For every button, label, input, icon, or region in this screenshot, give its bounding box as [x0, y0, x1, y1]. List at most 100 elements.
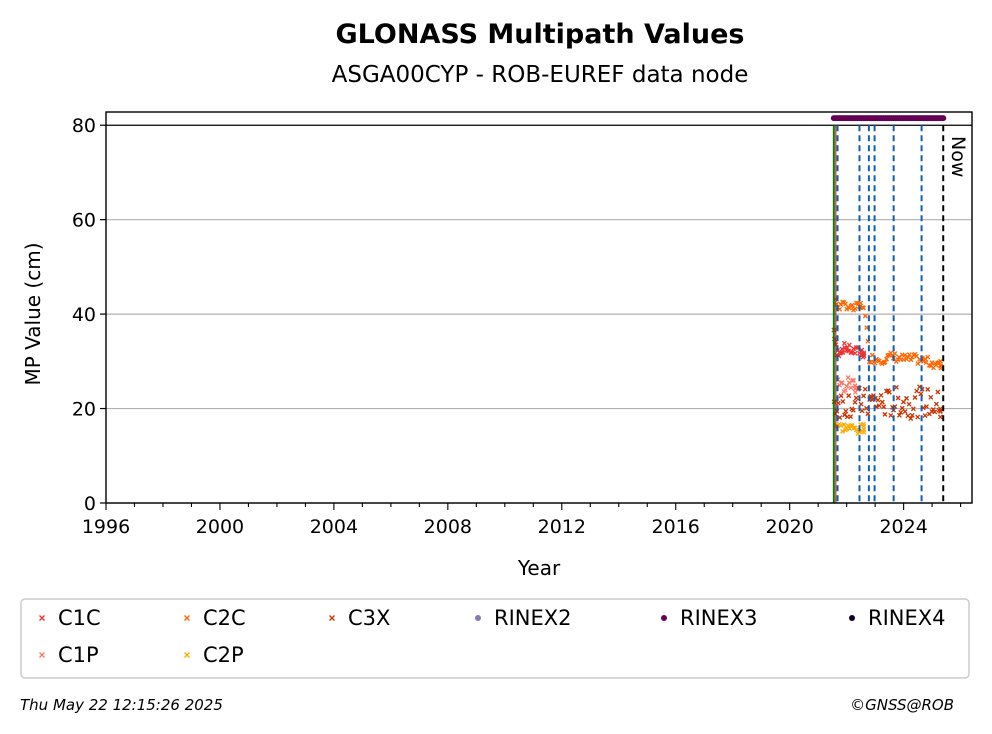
- point-c3x: [912, 395, 918, 400]
- legend-label: RINEX3: [680, 606, 758, 630]
- point-c3x: [848, 414, 854, 420]
- point-c3x: [898, 409, 904, 415]
- point-c3x: [850, 407, 856, 413]
- point-c1p: [848, 385, 854, 391]
- point-c3x: [838, 393, 844, 399]
- point-c1c: [839, 346, 845, 352]
- point-c1c: [840, 350, 846, 356]
- point-c2c: [938, 363, 944, 369]
- point-c3x: [862, 386, 868, 392]
- x-tick-label: 2012: [538, 516, 586, 538]
- point-c3x: [881, 404, 887, 410]
- footer-copyright: ©GNSS@ROB: [850, 696, 954, 714]
- legend-marker: [849, 615, 855, 621]
- legend-item-c1c: C1C: [39, 606, 101, 630]
- point-c1c: [852, 350, 858, 356]
- chart-title: GLONASS Multipath Values: [335, 19, 744, 50]
- legend-item-c1p: C1P: [39, 643, 99, 667]
- point-c2c: [902, 352, 908, 358]
- point-c3x: [865, 411, 871, 417]
- point-c3x: [886, 389, 892, 395]
- point-c3x: [840, 398, 846, 404]
- point-c3x: [906, 401, 912, 407]
- data-layer: [830, 115, 947, 437]
- legend: C1C C2C C3X RINEX2 RINEX3 RINEX4 C1P C2P: [39, 606, 946, 667]
- y-tick-label: 40: [72, 304, 96, 326]
- footer-timestamp: Thu May 22 12:15:26 2025: [20, 696, 223, 714]
- point-c2p: [853, 427, 859, 433]
- legend-item-c3x: C3X: [329, 606, 390, 630]
- y-tick-label: 60: [72, 210, 96, 232]
- legend-label: RINEX2: [494, 606, 572, 630]
- legend-marker: [39, 652, 45, 658]
- point-c3x: [875, 397, 881, 403]
- point-c3x: [896, 412, 902, 418]
- point-c3x: [904, 395, 909, 401]
- point-c3x: [859, 408, 865, 414]
- point-c3x: [869, 397, 875, 403]
- point-c2p: [841, 422, 847, 428]
- point-rinex3: [940, 115, 947, 122]
- legend-marker: [475, 615, 481, 621]
- legend-marker: [329, 615, 335, 621]
- legend-label: C1C: [58, 606, 101, 630]
- point-c2c: [884, 356, 889, 362]
- legend-label: C3X: [348, 606, 390, 630]
- point-c3x: [878, 392, 884, 398]
- point-c2c: [925, 354, 931, 360]
- point-c1c: [861, 351, 867, 357]
- point-c3x: [835, 400, 841, 406]
- x-tick-label: 2016: [652, 516, 700, 538]
- x-tick-label: 2000: [196, 516, 244, 538]
- point-c3x: [922, 413, 928, 419]
- x-tick-label: 1996: [82, 516, 130, 538]
- point-c3x: [924, 404, 929, 410]
- x-tick-label: 2020: [766, 516, 814, 538]
- point-c3x: [861, 393, 867, 399]
- legend-marker: [661, 615, 667, 621]
- plot-frame: [105, 111, 973, 504]
- point-c3x: [853, 395, 859, 401]
- legend-item-c2p: C2P: [184, 643, 244, 667]
- point-c1p: [851, 378, 857, 383]
- point-c1c: [851, 346, 857, 352]
- legend-box: [20, 598, 970, 679]
- y-tick-label: 0: [84, 493, 96, 515]
- point-c2c: [908, 357, 914, 363]
- point-c1p: [850, 378, 855, 383]
- legend-label: C2C: [203, 606, 246, 630]
- point-c3x: [895, 395, 901, 401]
- point-c3x: [843, 408, 849, 414]
- point-c1c: [849, 349, 855, 355]
- point-c3x: [935, 389, 941, 395]
- x-axis: 1996 2000 2004 2008 2012 2016 2020 2024: [82, 503, 962, 538]
- legend-label: C2P: [203, 643, 244, 667]
- point-c2c: [858, 300, 864, 306]
- point-c1c: [841, 340, 847, 346]
- legend-marker: [39, 615, 45, 621]
- point-c3x: [915, 414, 921, 420]
- now-label: Now: [947, 136, 969, 177]
- point-c1p: [842, 387, 848, 393]
- point-c3x: [882, 411, 888, 417]
- legend-marker: [184, 652, 190, 658]
- legend-marker: [184, 615, 190, 621]
- point-c1c: [846, 342, 852, 348]
- point-c2c: [852, 306, 858, 312]
- point-c3x: [893, 384, 899, 390]
- point-c3x: [846, 393, 852, 399]
- legend-item-rinex2: RINEX2: [475, 606, 572, 630]
- point-c3x: [937, 414, 943, 420]
- point-c2c: [862, 313, 868, 319]
- point-c3x: [888, 412, 894, 418]
- point-c3x: [933, 401, 939, 407]
- legend-item-c2c: C2C: [184, 606, 246, 630]
- point-c3x: [918, 391, 924, 397]
- point-c1p: [839, 380, 845, 386]
- chart-subtitle: ASGA00CYP - ROB-EUREF data node: [332, 62, 749, 88]
- legend-label: C1P: [58, 643, 99, 667]
- point-c2c: [882, 359, 888, 365]
- point-c3x: [908, 416, 914, 421]
- point-c3x: [930, 407, 936, 412]
